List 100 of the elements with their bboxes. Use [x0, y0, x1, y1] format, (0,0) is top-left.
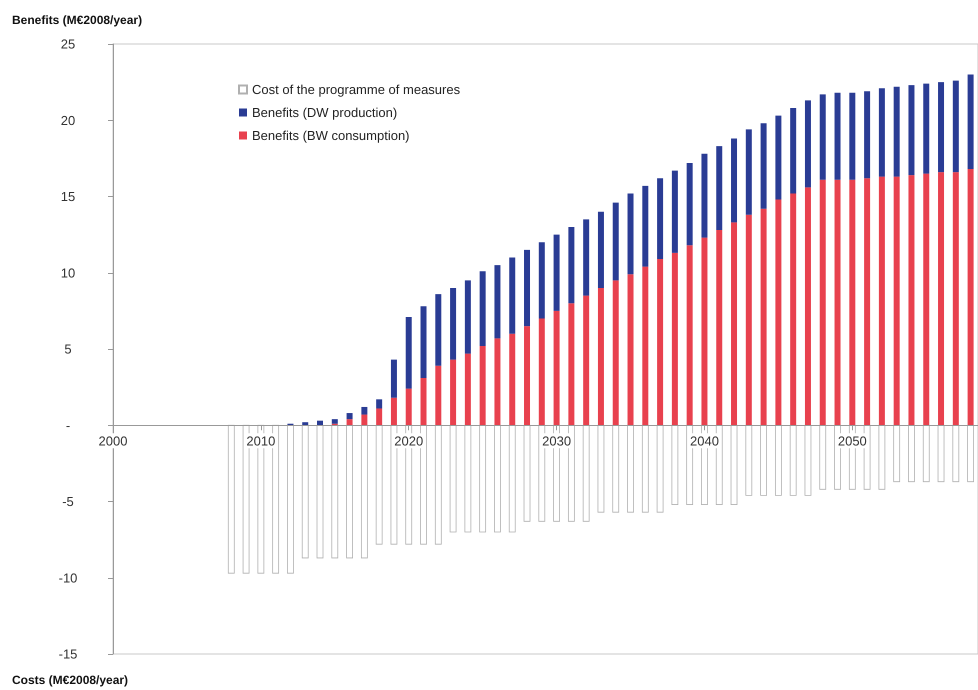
bar: [967, 424, 974, 482]
bar: [820, 180, 826, 426]
bar: [968, 169, 974, 426]
x-tick-label: 2020: [394, 433, 424, 448]
bar: [849, 180, 856, 426]
bar: [332, 419, 338, 424]
bar: [952, 172, 959, 426]
bar: [376, 408, 382, 426]
y-tick-label: 15: [60, 189, 76, 204]
y-tick-label: -: [66, 418, 70, 433]
bar: [361, 414, 368, 426]
y-tick-label: 5: [64, 342, 72, 356]
bar: [583, 296, 590, 426]
bar: [554, 310, 560, 426]
bar: [790, 108, 796, 194]
bar: [790, 424, 797, 496]
bar: [878, 424, 886, 490]
legend-label: Benefits (BW consumption): [252, 128, 410, 143]
bar: [494, 424, 501, 532]
bar: [509, 258, 516, 334]
bar: [376, 399, 382, 408]
bar: [406, 316, 412, 389]
bar: [642, 186, 648, 267]
bar: [360, 424, 368, 558]
bar: [598, 288, 604, 426]
bar: [642, 266, 648, 426]
bar: [878, 176, 885, 426]
bar: [804, 424, 812, 496]
bar: [657, 259, 664, 426]
bar: [938, 424, 944, 482]
bar: [435, 294, 442, 366]
bar: [583, 219, 590, 296]
bar: [672, 170, 678, 253]
bar: [671, 424, 678, 505]
bar: [628, 193, 634, 274]
bar: [627, 424, 634, 513]
y-tick-label: -5: [62, 494, 74, 509]
x-tick-label: 2050: [838, 433, 867, 448]
text: Costs (M€2008/year): [12, 673, 128, 687]
bar: [494, 338, 500, 426]
bar: [952, 424, 960, 482]
bar: [287, 424, 294, 574]
bar: [450, 424, 456, 532]
y-tick-label: 20: [60, 112, 76, 128]
bar: [420, 306, 427, 378]
y-tick-label: 10: [60, 265, 76, 280]
bar: [760, 208, 767, 426]
bar: [361, 406, 368, 415]
bar: [790, 193, 796, 426]
y-tick-label: -10: [58, 570, 78, 586]
bar: [760, 424, 767, 496]
bar: [820, 94, 826, 180]
bar: [893, 424, 900, 482]
x-tick-label: 2010: [246, 433, 276, 448]
bar: [938, 82, 944, 172]
bar: [479, 424, 486, 532]
bar: [819, 424, 826, 490]
bar: [878, 88, 885, 177]
bar: [568, 227, 574, 304]
bar: [745, 424, 752, 496]
bar: [464, 424, 472, 532]
bar: [464, 280, 471, 354]
bar: [716, 146, 722, 230]
bar: [864, 91, 870, 178]
bar: [464, 354, 471, 426]
bar: [657, 178, 664, 260]
x-tick-label: 2000: [98, 433, 128, 448]
x-tick-label: 2030: [542, 433, 572, 448]
bar: [938, 172, 944, 426]
bar: [922, 424, 930, 482]
bar: [435, 366, 442, 426]
bar: [524, 326, 530, 426]
bar: [923, 174, 930, 426]
bar: [701, 154, 708, 238]
bar: [864, 178, 870, 426]
bar: [804, 187, 811, 426]
bar: [582, 424, 590, 522]
bar: [524, 424, 530, 522]
bar: [686, 162, 693, 246]
bar: [302, 424, 309, 558]
y-tick-label: -15: [58, 646, 78, 662]
bar: [509, 334, 516, 426]
bar: [894, 86, 900, 177]
bar: [968, 74, 974, 170]
bar: [538, 242, 545, 318]
bar: [746, 214, 752, 426]
bar: [923, 84, 930, 174]
bar: [376, 424, 383, 545]
bar: [346, 413, 353, 420]
bar: [390, 398, 397, 426]
bar: [331, 424, 338, 558]
bar: [908, 85, 914, 176]
bar: [302, 422, 308, 426]
bar: [834, 180, 841, 426]
bar: [524, 250, 530, 326]
bar: [760, 123, 767, 209]
bar: [775, 116, 782, 200]
bar: [480, 346, 486, 426]
bar: [508, 424, 516, 532]
bar: [908, 175, 914, 426]
